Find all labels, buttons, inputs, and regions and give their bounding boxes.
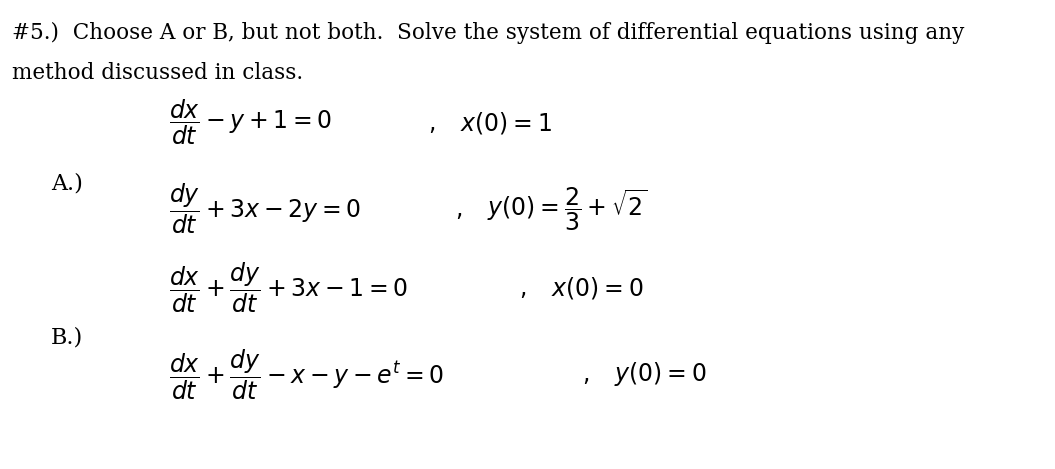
Text: method discussed in class.: method discussed in class.	[13, 62, 304, 84]
Text: $\dfrac{dx}{dt} + \dfrac{dy}{dt} + 3x - 1 = 0$: $\dfrac{dx}{dt} + \dfrac{dy}{dt} + 3x - …	[169, 261, 408, 315]
Text: #5.)  Choose A or B, but not both.  Solve the system of differential equations u: #5.) Choose A or B, but not both. Solve …	[13, 23, 964, 45]
Text: $\dfrac{dy}{dt} + 3x - 2y = 0$: $\dfrac{dy}{dt} + 3x - 2y = 0$	[169, 182, 362, 236]
Text: $\dfrac{dx}{dt} - y + 1 = 0$: $\dfrac{dx}{dt} - y + 1 = 0$	[169, 98, 332, 147]
Text: $,$: $,$	[455, 197, 462, 221]
Text: $,$: $,$	[428, 111, 435, 135]
Text: $,$: $,$	[519, 276, 525, 300]
Text: $y(0) = 0$: $y(0) = 0$	[614, 360, 707, 388]
Text: $y(0) = \dfrac{2}{3} + \sqrt{2}$: $y(0) = \dfrac{2}{3} + \sqrt{2}$	[487, 185, 648, 233]
Text: $x(0) = 1$: $x(0) = 1$	[460, 110, 552, 136]
Text: $\dfrac{dx}{dt} + \dfrac{dy}{dt} - x - y - e^{t} = 0$: $\dfrac{dx}{dt} + \dfrac{dy}{dt} - x - y…	[169, 347, 444, 401]
Text: B.): B.)	[52, 326, 83, 348]
Text: A.): A.)	[52, 172, 83, 194]
Text: $,$: $,$	[582, 363, 590, 386]
Text: $x(0) = 0$: $x(0) = 0$	[551, 275, 642, 301]
